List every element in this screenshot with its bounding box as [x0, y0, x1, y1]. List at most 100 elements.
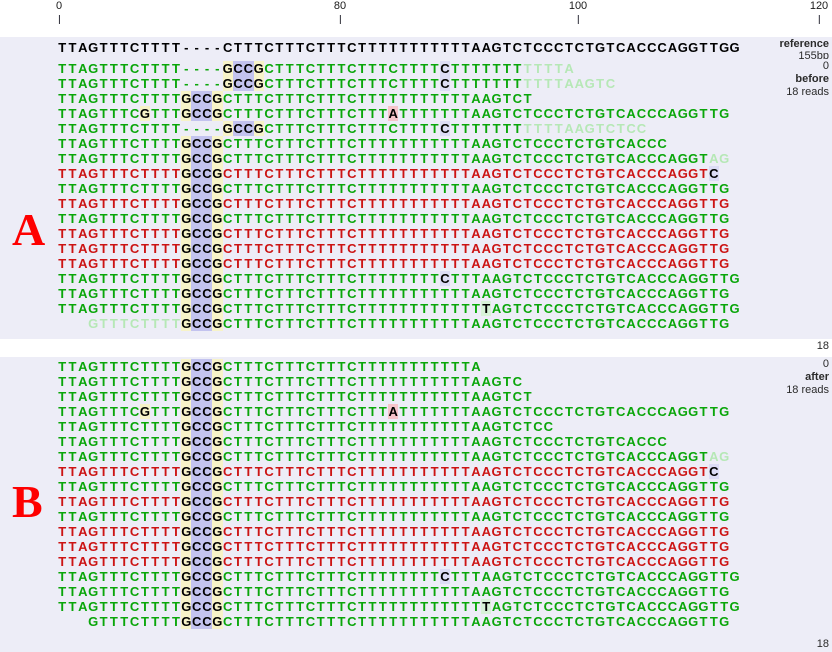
- base-t: T: [368, 584, 377, 599]
- base-c: C: [305, 614, 316, 629]
- base-t: T: [523, 494, 532, 509]
- base-g: G: [88, 479, 99, 494]
- base-t: T: [285, 166, 294, 181]
- base-c: C: [305, 61, 316, 76]
- alignment-read-row[interactable]: T T AGT T T C T T T TGCCGC T T T C T T T C T T T C T T T T T T T T T T T…: [57, 584, 729, 599]
- base-t: T: [296, 166, 305, 181]
- base-g: G: [491, 584, 502, 599]
- alignment-read-row[interactable]: T T AGT T T C T T T TGCCGC T T T C T T T C T T T C T T T T T T T T T T T…: [57, 286, 729, 301]
- alignment-read-row[interactable]: T T AGT T T C T T T T - - - - GCCGC T T T C T T T C T T T C T T T T C T T…: [57, 76, 616, 91]
- base-a: A: [481, 614, 491, 629]
- alignment-read-row[interactable]: T T AGT T T C T T T TGCCGC T T T C T T T C T T T C T T T T T T T T T T T…: [57, 599, 740, 614]
- base-c: C: [657, 494, 667, 509]
- base-t: T: [440, 106, 449, 121]
- alignment-read-row[interactable]: T T AGT T T C T T T TGCCGC T T T C T T T C T T T C T T T T T T T T T T T…: [57, 479, 729, 494]
- alignment-read-row[interactable]: T T AGT T T C T T T TGCCGC T T T C T T T C T T T C T T T T T T T T T T T…: [57, 136, 667, 151]
- alignment-read-row[interactable]: T T AGT T T CGT T TGCCGC T T T C T T T C T T T C T T T A T T T T T T T…: [57, 106, 729, 121]
- base-t: T: [151, 614, 160, 629]
- base-a: A: [388, 106, 399, 121]
- base-c: C: [543, 494, 554, 509]
- alignment-read-row[interactable]: T T AGT T T C T T T TGCCGC T T T C T T T C T T T C T T T T T T T T T T T…: [57, 494, 729, 509]
- base-t: T: [58, 271, 67, 286]
- alignment-read-row[interactable]: T T AGT T T C T T T TGCCGC T T T C T T T C T T T C T T T T T T T T T T T…: [57, 181, 729, 196]
- alignment-read-row[interactable]: T T AGT T T C T T T TGCCGC T T T C T T T C T T T C T T T T T T T T T T T…: [57, 449, 729, 464]
- alignment-read-row[interactable]: T T AGT T T C T T T TGCCGC T T T C T T T C T T T C T T T T T T T T C T T…: [57, 271, 740, 286]
- alignment-read-row[interactable]: T T AGT T T C T T T TGCCGC T T T C T T T C T T T C T T T T T T T T T T T…: [57, 301, 740, 316]
- alignment-read-row[interactable]: T T AGT T T C T T T TGCCGC T T T C T T T C T T T C T T T T T T T T T T T…: [57, 389, 533, 404]
- coverage-top-count: 0: [822, 60, 829, 72]
- alignment-read-row[interactable]: T T AGT T T C T T T TGCCGC T T T C T T T C T T T C T T T T T T T T T T T…: [57, 211, 729, 226]
- alignment-read-row[interactable]: T T AGT T T C T T T TGCCGC T T T C T T T C T T T C T T T T T T T T T T T…: [57, 241, 729, 256]
- alignment-read-row[interactable]: T T AGT T T C T T T TGCCGC T T T C T T T C T T T C T T T T T T T T T T T…: [57, 151, 729, 166]
- base-t: T: [420, 40, 429, 55]
- base-g: G: [222, 76, 233, 91]
- alignment-read-row[interactable]: T T AGT T T C T T T TGCCGC T T T C T T T C T T T C T T T T T T T T T T T…: [57, 166, 719, 181]
- base-a: A: [471, 316, 481, 331]
- alignment-read-row[interactable]: T T AGT T T C T T T TGCCGC T T T C T T T C T T T C T T T T T T T T T T T…: [57, 226, 729, 241]
- base-t: T: [523, 151, 532, 166]
- base-g: G: [181, 301, 192, 316]
- base-t: T: [358, 301, 367, 316]
- alignment-read-row[interactable]: T T AGT T T C T T T TGCCGC T T T C T T T C T T T C T T T T T T T T T T T…: [57, 419, 554, 434]
- base-t: T: [699, 539, 708, 554]
- base-t: T: [337, 151, 346, 166]
- base-t: T: [358, 359, 367, 374]
- base-a: A: [667, 614, 678, 629]
- base-t: T: [275, 554, 284, 569]
- base-c: C: [264, 106, 274, 121]
- base-t: T: [709, 106, 718, 121]
- base-t: T: [368, 241, 377, 256]
- alignment-read-row[interactable]: T T AGT T T C T T T TGCCGC T T T C T T T C T T T C T T T T T T T T T T T…: [57, 374, 522, 389]
- base-t: T: [409, 106, 418, 121]
- alignment-read-row[interactable]: T T AGT T T C T T T T - - - - GCCGC T T T C T T T C T T T C T T T T C T T…: [57, 121, 647, 136]
- alignment-read-row[interactable]: T T AGT T T C T T T TGCCGC T T T C T T T C T T T C T T T T T T T T T T T…: [57, 359, 481, 374]
- alignment-read-row[interactable]: GT T T C T T T TGCCGC T T T C T T T C T T T C T T T T T T T T T T T AAG…: [88, 316, 729, 331]
- alignment-read-row[interactable]: GT T T C T T T TGCCGC T T T C T T T C T T T C T T T T T T T T T T T AAG…: [88, 614, 729, 629]
- base-t: T: [120, 166, 129, 181]
- base-c: C: [543, 554, 554, 569]
- base-c: C: [533, 434, 543, 449]
- base-t: T: [244, 106, 253, 121]
- base-t: T: [151, 40, 160, 55]
- base-g: G: [212, 404, 223, 419]
- base-t: T: [502, 404, 511, 419]
- base-t: T: [161, 121, 170, 136]
- base-gap: -: [194, 121, 199, 136]
- base-t: T: [58, 539, 67, 554]
- base-t: T: [502, 539, 511, 554]
- alignment-read-row[interactable]: T T AGT T T C T T T TGCCGC T T T C T T T C T T T C T T T T T T T T T T T…: [57, 91, 533, 106]
- base-t: T: [296, 196, 305, 211]
- base-g: G: [181, 226, 192, 241]
- alignment-read-row[interactable]: T T AGT T T C T T T TGCCGC T T T C T T T C T T T C T T T T T T T T T T T…: [57, 524, 729, 539]
- base-t: T: [409, 91, 418, 106]
- base-t: T: [151, 554, 160, 569]
- base-t: T: [254, 166, 263, 181]
- base-g: G: [491, 286, 502, 301]
- base-c: C: [512, 509, 522, 524]
- base-t: T: [234, 419, 242, 434]
- base-c: C: [512, 419, 522, 434]
- base-t: T: [471, 121, 480, 136]
- base-c: C: [657, 524, 667, 539]
- base-c: C: [636, 316, 647, 331]
- alignment-read-row[interactable]: T T AGT T T C T T T T - - - - GCCGC T T T C T T T C T T T C T T T T C T T…: [57, 61, 574, 76]
- base-t: T: [565, 166, 573, 181]
- base-t: T: [451, 554, 460, 569]
- base-c: C: [347, 151, 357, 166]
- base-c: C: [543, 166, 554, 181]
- base-t: T: [606, 211, 615, 226]
- alignment-read-row[interactable]: T T AGT T T C T T T TGCCGC T T T C T T T C T T T C T T T T T T T T T T T…: [57, 256, 729, 271]
- base-c: C: [543, 404, 554, 419]
- base-t: T: [575, 301, 584, 316]
- alignment-read-row[interactable]: T T AGT T T C T T T TGCCGC T T T C T T T C T T T C T T T T T T T T T T T…: [57, 554, 729, 569]
- base-c: C: [657, 241, 667, 256]
- base-t: T: [337, 91, 346, 106]
- alignment-read-row[interactable]: T T AGT T T C T T T TGCCGC T T T C T T T C T T T C T T T T T T T T C T T…: [57, 569, 740, 584]
- alignment-read-row[interactable]: T T AGT T T C T T T TGCCGC T T T C T T T C T T T C T T T T T T T T T T T…: [57, 434, 667, 449]
- alignment-read-row[interactable]: T T AGT T T C T T T TGCCGC T T T C T T T C T T T C T T T T T T T T T T T…: [57, 464, 719, 479]
- alignment-read-row[interactable]: T T AGT T T C T T T TGCCGC T T T C T T T C T T T C T T T T T T T T T T T…: [57, 509, 729, 524]
- alignment-read-row[interactable]: T T AGT T T C T T T TGCCGC T T T C T T T C T T T C T T T T T T T T T T T…: [57, 539, 729, 554]
- base-t: T: [171, 359, 180, 374]
- alignment-read-row[interactable]: T T AGT T T CGT T TGCCGC T T T C T T T C T T T C T T T A T T T T T T T…: [57, 404, 729, 419]
- alignment-read-row[interactable]: T T AGT T T C T T T TGCCGC T T T C T T T C T T T C T T T T T T T T T T T…: [57, 196, 729, 211]
